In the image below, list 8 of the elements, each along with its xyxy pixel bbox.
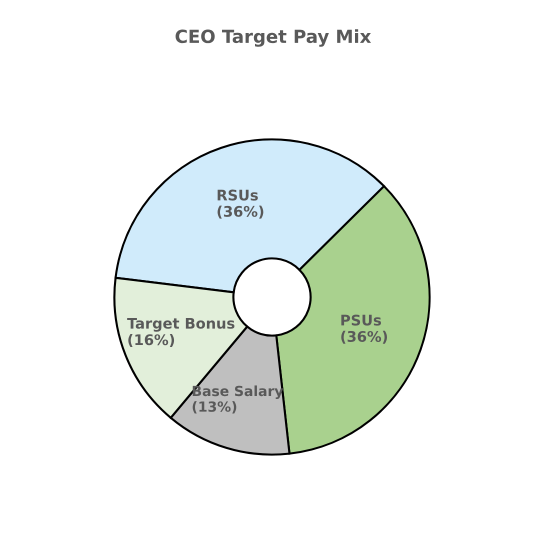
chart-title: CEO Target Pay Mix	[176, 29, 372, 47]
data-label: (36%)	[341, 330, 387, 344]
data-label: (36%)	[218, 206, 264, 219]
data-label: (13%)	[192, 401, 236, 414]
slice-label: PSUs	[341, 314, 382, 326]
slice-label: RSUs	[218, 190, 258, 201]
slice-label: Target Bonus	[127, 318, 234, 332]
data-label: (16%)	[128, 334, 174, 347]
